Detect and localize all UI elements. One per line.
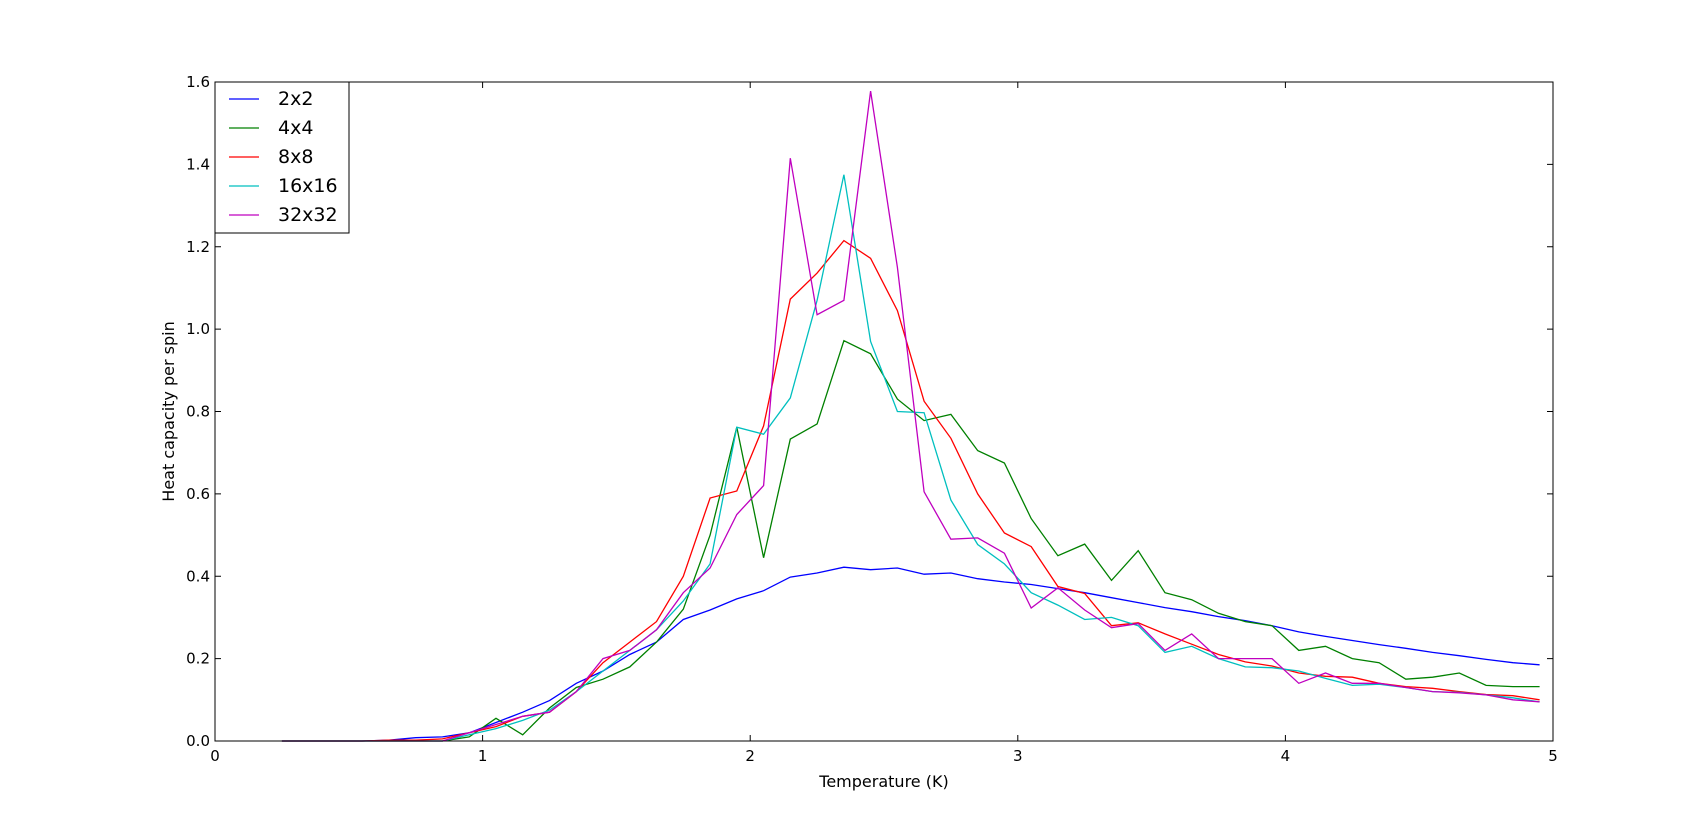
- legend-entry-label: 8x8: [278, 146, 313, 168]
- y-axis-label: Heat capacity per spin: [159, 321, 178, 501]
- x-tick-label: 0: [210, 747, 220, 765]
- y-tick-label: 0.8: [186, 403, 210, 421]
- x-tick-label: 1: [478, 747, 488, 765]
- x-tick-label: 3: [1013, 747, 1023, 765]
- series-line-8x8: [281, 239, 1540, 742]
- x-axis-label: Temperature (K): [818, 772, 948, 791]
- series-line-16x16: [281, 174, 1540, 742]
- series-line-32x32: [281, 91, 1540, 742]
- y-tick-label: 1.4: [186, 155, 210, 173]
- y-tick-label: 0.0: [186, 732, 210, 750]
- y-tick-label: 0.6: [186, 485, 210, 503]
- legend-entry-label: 16x16: [278, 175, 338, 197]
- axis-ticks: 0 1 2 3 4 5 0.0 0.2 0.4 0.6 0.8 1.0 1.2 1.4 1.6: [186, 73, 1558, 765]
- legend: 2x2 4x4 8x8 16x16 32x32: [214, 81, 350, 234]
- legend-entry-label: 2x2: [278, 88, 313, 110]
- y-tick-label: 1.0: [186, 320, 210, 338]
- y-tick-label: 1.6: [186, 73, 210, 91]
- x-tick-label: 5: [1548, 747, 1558, 765]
- series-line-4x4: [281, 339, 1540, 742]
- legend-entry-label: 32x32: [278, 204, 338, 226]
- series-line-2x2: [281, 566, 1540, 742]
- x-tick-label: 4: [1281, 747, 1291, 765]
- legend-entry-label: 4x4: [278, 117, 313, 139]
- series-lines: [281, 91, 1540, 742]
- y-tick-label: 0.4: [186, 567, 210, 585]
- y-tick-label: 0.2: [186, 650, 210, 668]
- x-tick-label: 2: [745, 747, 755, 765]
- y-tick-label: 1.2: [186, 238, 210, 256]
